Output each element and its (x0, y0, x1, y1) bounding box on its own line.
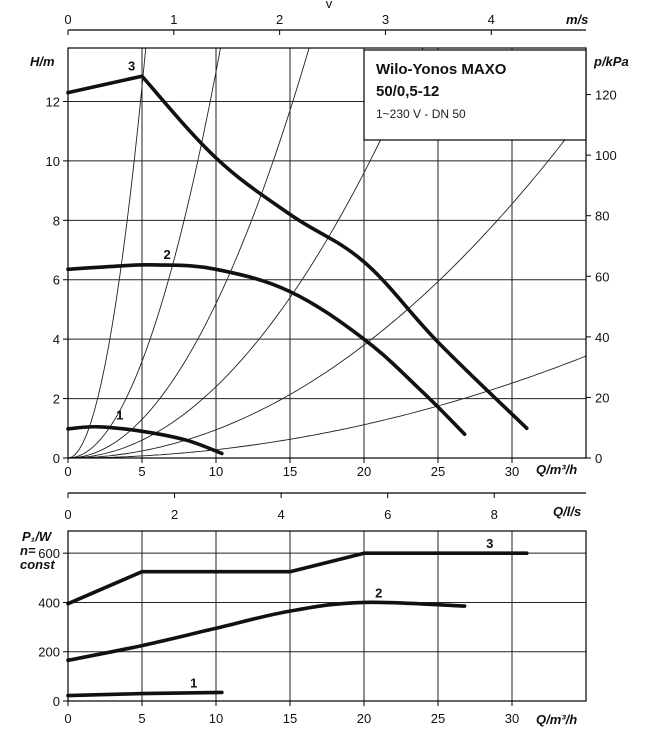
head-x-tick-label-5: 25 (431, 464, 445, 479)
title-box-line1: Wilo-Yonos MAXO (376, 61, 507, 78)
pressure-y-tick-label-1: 20 (595, 390, 609, 405)
pressure-y-tick-label-2: 40 (595, 330, 609, 345)
pressure-y-tick-label-3: 60 (595, 269, 609, 284)
flow-ls-axis: 0 2 4 6 8 Q/l/s (64, 492, 586, 522)
pressure-y-tick-label-0: 0 (595, 451, 602, 466)
system-curve-2 (68, 48, 221, 458)
head-curve-label-2: 2 (164, 247, 171, 262)
power-y-tick-label-3: 600 (38, 546, 60, 561)
head-plot-frame (67, 47, 587, 459)
system-curve-6 (68, 355, 586, 458)
head-curve-label-3: 3 (128, 58, 135, 73)
top-axis-marker: v (326, 0, 333, 11)
pressure-y-tick-label-5: 100 (595, 148, 617, 163)
power-x-tick-label-0: 0 (64, 711, 71, 726)
power-curve-label-1: 1 (190, 675, 197, 690)
power-x-tick-label-4: 20 (357, 711, 371, 726)
head-x-tick-label-2: 10 (209, 464, 223, 479)
head-curve-1 (66, 424, 224, 456)
power-x-tick-label-3: 15 (283, 711, 297, 726)
system-curve-5 (68, 111, 586, 458)
head-y-tick-label-4: 8 (53, 213, 60, 228)
title-box-line2: 50/0,5-12 (376, 83, 439, 100)
power-y-tick-label-0: 0 (53, 694, 60, 709)
ls-axis-tick-label-1: 2 (171, 507, 178, 522)
power-y-tick-label-1: 200 (38, 645, 60, 660)
pressure-y-tick-label-4: 80 (595, 209, 609, 224)
head-y-tick-label-1: 2 (53, 392, 60, 407)
title-box: Wilo-Yonos MAXO 50/0,5-12 1~230 V - DN 5… (363, 49, 587, 141)
head-x-tick-label-4: 20 (357, 464, 371, 479)
head-y-tick-label-5: 10 (46, 154, 60, 169)
power-curve-1 (66, 690, 224, 698)
y-axis-label-head: H/m (30, 54, 55, 69)
top-axis-tick-label-0: 0 (64, 12, 71, 27)
power-plot: 1 2 3 0 5 10 15 20 25 30 0 200 400 600 P₁/W n= const… (20, 529, 587, 727)
power-curve-label-3: 3 (486, 536, 493, 551)
power-curve-3 (66, 551, 529, 606)
head-y-tick-label-2: 4 (53, 332, 60, 347)
power-x-tick-label-1: 5 (138, 711, 145, 726)
head-curve-label-1: 1 (116, 407, 123, 422)
y2-axis-label-pressure: p/kPa (593, 54, 629, 69)
y-axis-label-power-n: n= (20, 543, 36, 558)
power-curve-2 (66, 600, 467, 663)
top-axis-tick-label-3: 3 (382, 12, 389, 27)
ls-axis-tick-label-3: 6 (384, 507, 391, 522)
power-x-tick-label-6: 30 (505, 711, 519, 726)
second-x-axis-label: Q/l/s (553, 504, 581, 519)
x-axis-label-q-lower: Q/m³/h (536, 712, 577, 727)
ls-axis-tick-label-2: 4 (278, 507, 285, 522)
head-curve-3 (66, 74, 529, 431)
ls-axis-tick-label-4: 8 (491, 507, 498, 522)
system-curve-4 (68, 48, 424, 458)
title-box-line3: 1~230 V - DN 50 (376, 107, 466, 121)
top-velocity-axis: 0 1 2 3 4 v m/s (64, 0, 588, 35)
head-x-tick-label-1: 5 (138, 464, 145, 479)
head-curve-2 (66, 262, 467, 436)
pressure-y-tick-label-6: 120 (595, 88, 617, 103)
power-plot-frame (67, 530, 587, 702)
system-curve-1 (68, 48, 147, 458)
head-x-tick-label-0: 0 (64, 464, 71, 479)
system-curve-3 (68, 48, 310, 458)
power-x-tick-label-5: 25 (431, 711, 445, 726)
power-x-tick-label-2: 10 (209, 711, 223, 726)
power-y-tick-label-2: 400 (38, 595, 60, 610)
y-axis-label-power-const: const (20, 557, 55, 572)
head-y-tick-label-6: 12 (46, 94, 60, 109)
power-curve-label-2: 2 (375, 586, 382, 601)
head-y-tick-label-3: 6 (53, 273, 60, 288)
y-axis-label-power: P₁/W (22, 529, 53, 544)
top-axis-label: m/s (566, 12, 588, 27)
head-y-tick-label-0: 0 (53, 451, 60, 466)
head-x-tick-label-3: 15 (283, 464, 297, 479)
ls-axis-tick-label-0: 0 (64, 507, 71, 522)
top-axis-tick-label-1: 1 (170, 12, 177, 27)
x-axis-label-q: Q/m³/h (536, 462, 577, 477)
top-axis-tick-label-4: 4 (488, 12, 495, 27)
top-axis-tick-label-2: 2 (276, 12, 283, 27)
head-x-tick-label-6: 30 (505, 464, 519, 479)
